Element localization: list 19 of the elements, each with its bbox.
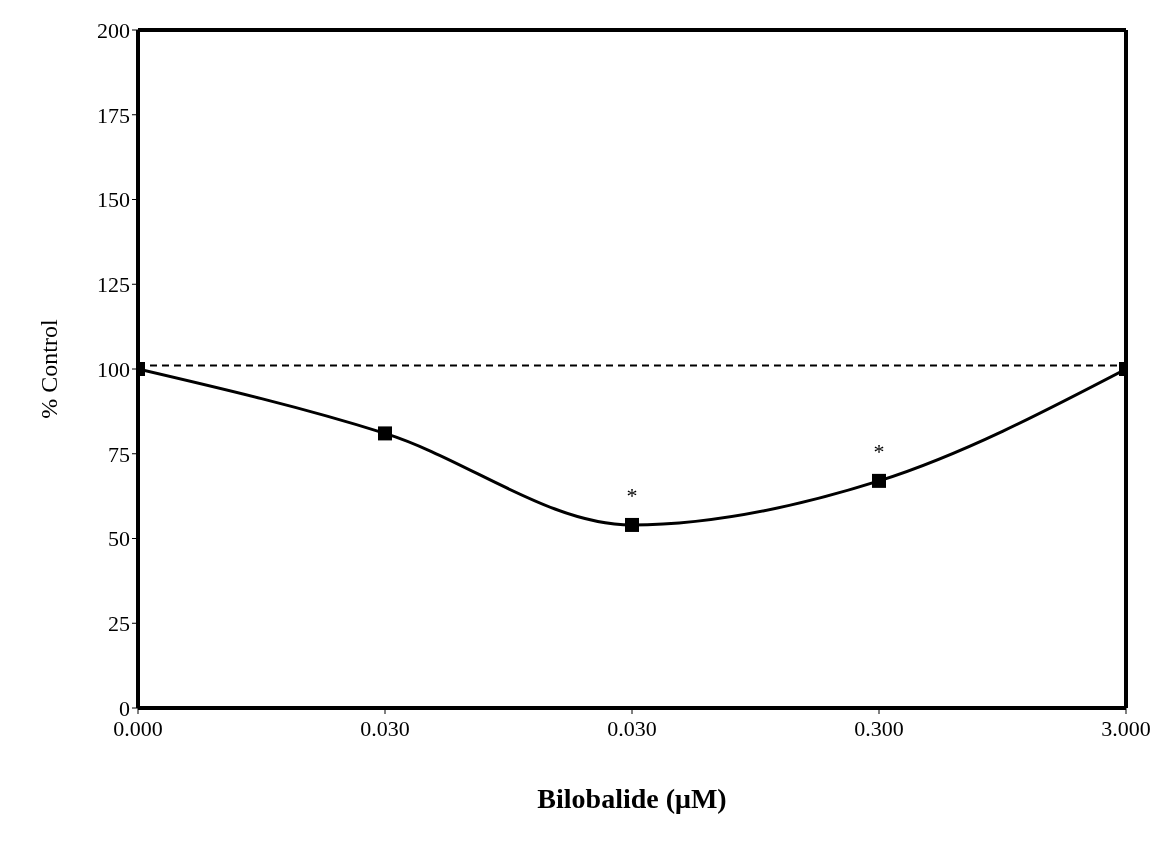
annotation: * <box>873 438 885 464</box>
x-tick-label: 0.300 <box>854 715 904 741</box>
x-tick-label: 3.000 <box>1101 715 1151 741</box>
x-tick-label: 0.030 <box>607 715 657 741</box>
y-tick-label: 25 <box>108 611 130 637</box>
y-tick-label: 50 <box>108 526 130 552</box>
y-tick-label: 175 <box>97 102 130 128</box>
y-tick-label: 200 <box>97 17 130 43</box>
x-axis-title: Bilobalide (μM) <box>537 783 727 814</box>
point <box>625 517 639 532</box>
annotation: * <box>626 482 638 508</box>
y-tick-label: 75 <box>108 441 130 467</box>
y-tick-label: 125 <box>97 272 130 298</box>
point <box>872 473 886 488</box>
y-tick-label: 100 <box>97 356 130 382</box>
point <box>378 426 392 441</box>
x-tick-label: 0.030 <box>360 715 410 741</box>
y-axis-title: % Control <box>35 319 62 419</box>
y-tick-label: 150 <box>97 187 130 213</box>
